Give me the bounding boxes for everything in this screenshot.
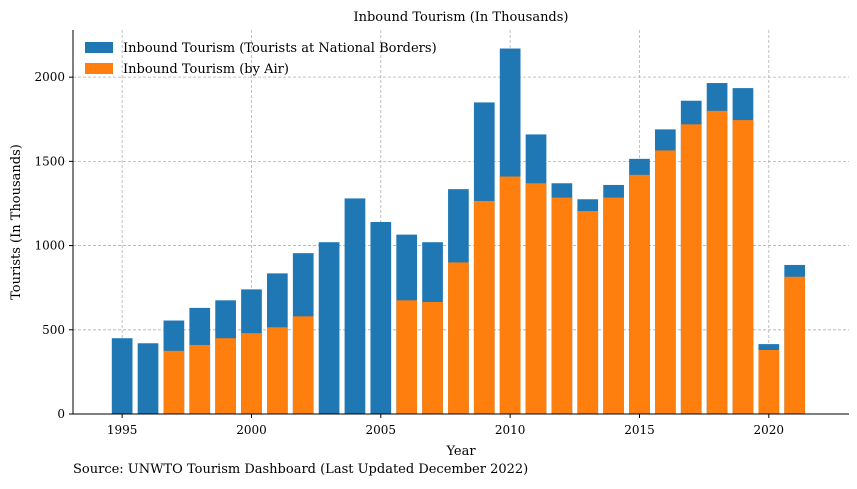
bar-air-2020 [758, 350, 780, 414]
bar-air-2010 [499, 176, 521, 414]
bar-air-2006 [396, 300, 418, 414]
bar-borders-1995 [111, 338, 133, 414]
bar-air-2012 [551, 197, 573, 414]
bar-air-1999 [215, 338, 236, 414]
x-tick-label: 2010 [495, 423, 526, 437]
y-tick-label: 1500 [34, 154, 65, 168]
bar-air-2014 [603, 197, 624, 414]
legend-label: Inbound Tourism (by Air) [123, 62, 289, 77]
y-tick-label: 1000 [34, 239, 65, 253]
y-tick-label: 2000 [34, 70, 65, 84]
y-tick-label: 500 [42, 323, 65, 337]
bar-air-2011 [525, 183, 547, 414]
bar-air-2017 [680, 124, 702, 414]
source-note: Source: UNWTO Tourism Dashboard (Last Up… [73, 462, 529, 477]
bar-borders-1996 [137, 343, 159, 414]
y-tick-label: 0 [57, 407, 65, 421]
legend-swatch [85, 63, 113, 74]
bar-borders-2004 [344, 198, 366, 414]
bar-air-2021 [784, 276, 806, 414]
bar-air-2019 [732, 120, 754, 415]
x-tick-label: 2015 [624, 423, 655, 437]
bar-air-1997 [163, 350, 185, 414]
bar-air-2013 [577, 211, 599, 414]
bar-air-2018 [706, 110, 728, 414]
bar-air-2002 [292, 316, 314, 414]
y-axis-label: Tourists (In Thousands) [9, 144, 24, 300]
x-axis-label: Year [445, 444, 476, 459]
chart-title: Inbound Tourism (In Thousands) [353, 10, 568, 25]
bar-air-2007 [422, 302, 443, 414]
x-tick-label: 2020 [754, 423, 785, 437]
bar-borders-2005 [370, 222, 392, 414]
bar-borders-2003 [318, 242, 340, 414]
x-tick-label: 2000 [236, 423, 267, 437]
axes-group: 1995 2000 2005 2010 2015 2020 0 500 1000 1500 2000 [34, 30, 849, 437]
legend-swatch [85, 42, 113, 53]
legend-label: Inbound Tourism (Tourists at National Bo… [123, 41, 437, 56]
bars-group [111, 48, 806, 415]
bar-air-2009 [473, 200, 495, 414]
x-tick-label: 2005 [366, 423, 397, 437]
bar-air-2015 [629, 174, 650, 414]
bar-air-1998 [189, 344, 211, 414]
x-tick-label: 1995 [107, 423, 138, 437]
bar-air-2016 [655, 150, 676, 414]
bar-air-2001 [267, 327, 288, 414]
bar-air-2008 [448, 262, 469, 414]
bar-air-2000 [241, 333, 262, 414]
legend: Inbound Tourism (Tourists at National Bo… [85, 41, 437, 77]
